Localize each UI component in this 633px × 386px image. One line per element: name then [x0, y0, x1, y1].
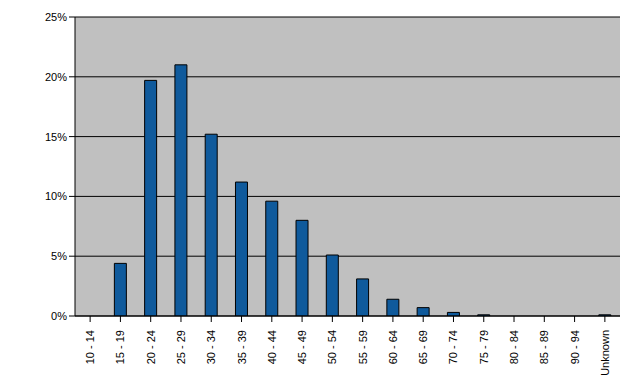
- svg-text:70 - 74: 70 - 74: [447, 330, 459, 364]
- svg-text:85 - 89: 85 - 89: [538, 330, 550, 364]
- svg-text:25 - 29: 25 - 29: [175, 330, 187, 364]
- svg-text:20%: 20%: [45, 71, 67, 83]
- svg-text:65 - 69: 65 - 69: [417, 330, 429, 364]
- svg-text:10%: 10%: [45, 190, 67, 202]
- svg-text:30 - 34: 30 - 34: [205, 330, 217, 364]
- svg-text:Unknown: Unknown: [599, 330, 611, 376]
- svg-text:60 - 64: 60 - 64: [387, 330, 399, 364]
- svg-text:35 - 39: 35 - 39: [236, 330, 248, 364]
- svg-text:40 - 44: 40 - 44: [266, 330, 278, 364]
- svg-text:80 - 84: 80 - 84: [508, 330, 520, 364]
- svg-text:75 - 79: 75 - 79: [478, 330, 490, 364]
- svg-text:15%: 15%: [45, 131, 67, 143]
- svg-text:55 - 59: 55 - 59: [357, 330, 369, 364]
- svg-text:10 - 14: 10 - 14: [84, 330, 96, 364]
- svg-text:20 - 24: 20 - 24: [145, 330, 157, 364]
- svg-text:90 - 94: 90 - 94: [569, 330, 581, 364]
- svg-text:0%: 0%: [51, 310, 67, 322]
- svg-text:45 - 49: 45 - 49: [296, 330, 308, 364]
- svg-text:25%: 25%: [45, 11, 67, 23]
- svg-text:5%: 5%: [51, 250, 67, 262]
- svg-text:50 - 54: 50 - 54: [326, 330, 338, 364]
- svg-text:15 - 19: 15 - 19: [114, 330, 126, 364]
